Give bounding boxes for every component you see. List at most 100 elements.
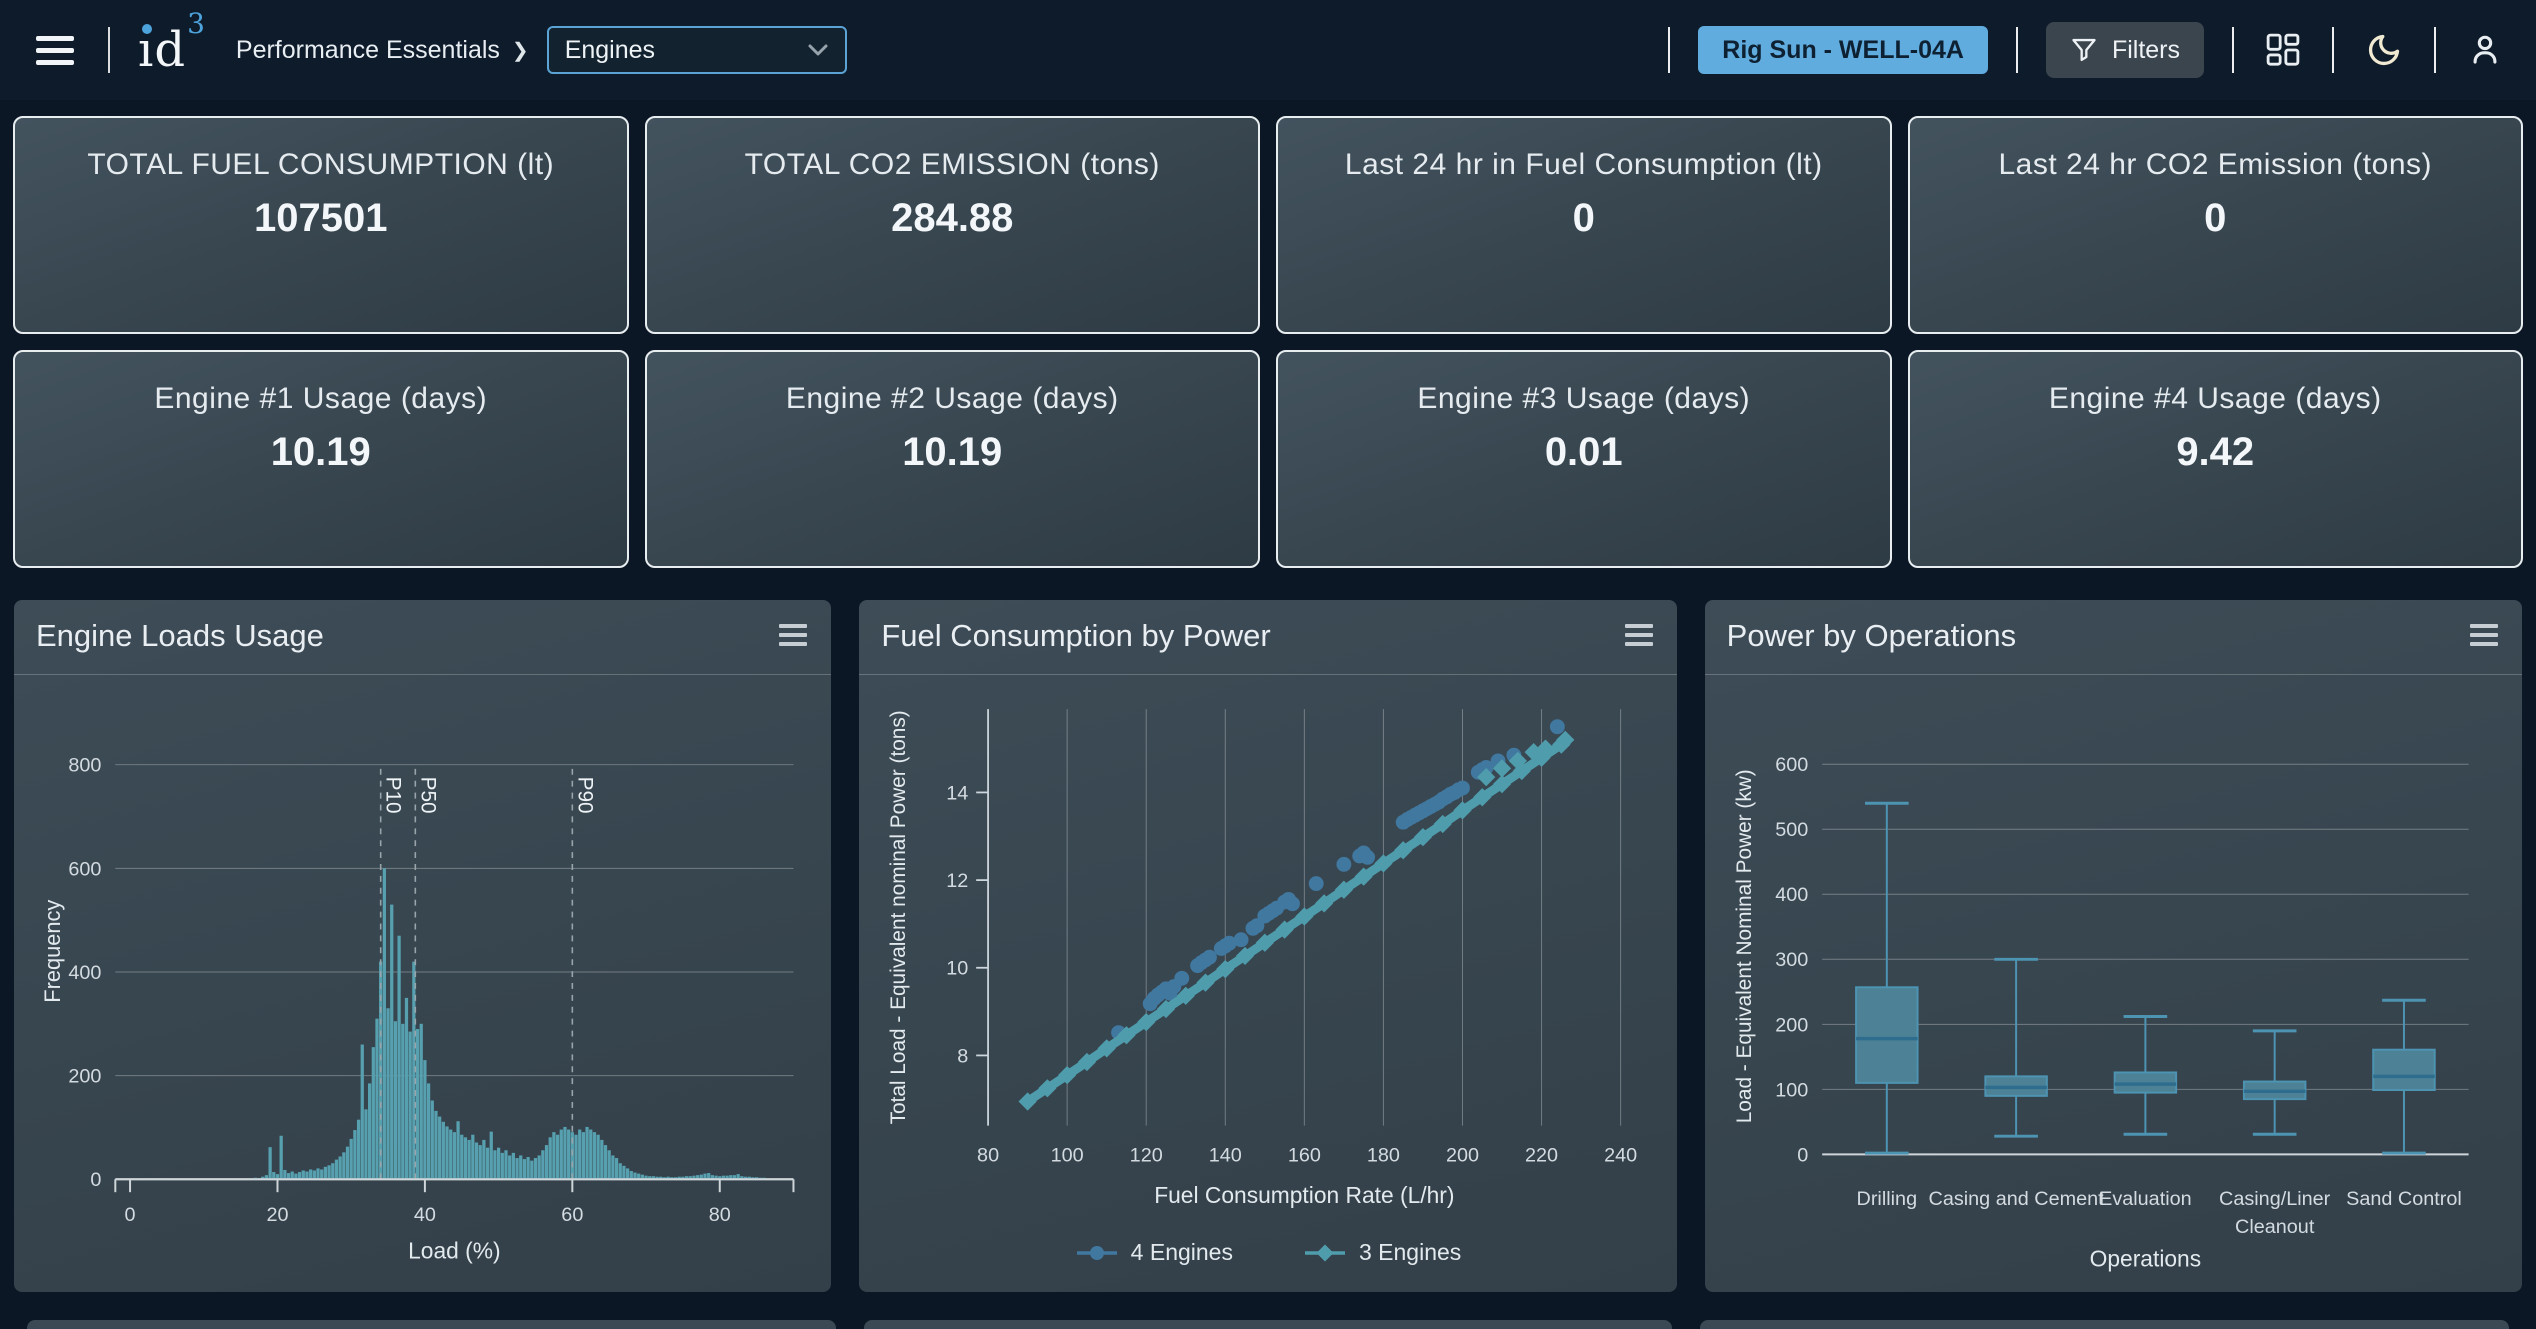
next-card-top-edge <box>863 1320 1673 1329</box>
kpi-label: Engine #4 Usage (days) <box>2048 382 2382 415</box>
chart-menu-icon[interactable] <box>2468 618 2500 652</box>
kpi-card-total-fuel: TOTAL FUEL CONSUMPTION (lt) 107501 <box>13 116 629 334</box>
svg-text:100: 100 <box>1775 1079 1808 1101</box>
user-icon <box>2473 35 2497 64</box>
kpi-grid: TOTAL FUEL CONSUMPTION (lt) 107501 TOTAL… <box>13 116 2523 568</box>
app-logo[interactable]: ıd3 <box>138 10 210 75</box>
svg-text:Evaluation: Evaluation <box>2099 1188 2192 1210</box>
dark-mode-button[interactable] <box>2362 28 2406 72</box>
legend-label: 3 Engines <box>1358 1239 1462 1265</box>
chevron-right-icon: ❯ <box>511 39 529 62</box>
chart-menu-icon[interactable] <box>777 618 809 652</box>
svg-text:300: 300 <box>1775 949 1808 971</box>
svg-text:40: 40 <box>414 1204 436 1226</box>
svg-text:600: 600 <box>68 858 101 880</box>
divider <box>859 674 1677 675</box>
section-select-value: Engines <box>564 35 656 64</box>
svg-text:Load - Equivalent Nominal Powe: Load - Equivalent Nominal Power (kw) <box>1732 769 1755 1123</box>
dashboard-grid-icon <box>2266 33 2300 66</box>
dashboard-apps-button[interactable] <box>2262 29 2304 71</box>
top-navbar: ıd3 Performance Essentials ❯ Engines Rig… <box>0 0 2536 100</box>
kpi-card-engine1-usage: Engine #1 Usage (days) 10.19 <box>13 350 629 568</box>
logo-sup: 3 <box>187 7 205 40</box>
svg-text:Drilling: Drilling <box>1856 1188 1917 1210</box>
filters-button[interactable]: Filters <box>2045 22 2204 78</box>
svg-text:120: 120 <box>1130 1144 1163 1166</box>
svg-text:14: 14 <box>947 782 969 804</box>
nav-divider <box>2332 27 2334 73</box>
svg-text:0: 0 <box>1797 1144 1808 1166</box>
svg-text:80: 80 <box>977 1144 999 1166</box>
svg-text:0: 0 <box>90 1169 101 1191</box>
filter-funnel-icon <box>2072 38 2096 62</box>
chart-title: Power by Operations <box>1726 618 2017 653</box>
kpi-label: Engine #3 Usage (days) <box>1417 382 1751 415</box>
power-operations-boxplot: 0 100 200 300 400 500 600 Drilling Casing and Ce… <box>1732 754 2469 1272</box>
kpi-value: 0.01 <box>1544 430 1623 474</box>
chart-card-power-by-operations: Power by Operations 0 100 200 300 400 500 600 D… <box>1704 600 2522 1292</box>
svg-text:140: 140 <box>1209 1144 1242 1166</box>
svg-text:Casing and Cement: Casing and Cement <box>1928 1188 2104 1210</box>
svg-text:60: 60 <box>561 1204 583 1226</box>
svg-text:400: 400 <box>68 962 101 984</box>
kpi-card-last24-fuel: Last 24 hr in Fuel Consumption (lt) 0 <box>1276 116 1892 334</box>
section-select[interactable]: Engines <box>546 26 847 74</box>
nav-divider <box>2434 27 2436 73</box>
svg-text:Frequency: Frequency <box>40 900 65 1003</box>
rig-well-button[interactable]: Rig Sun - WELL-04A <box>1698 26 1988 74</box>
svg-text:600: 600 <box>1775 754 1808 776</box>
kpi-label: Last 24 hr CO2 Emission (tons) <box>1998 148 2432 181</box>
svg-text:0: 0 <box>125 1204 136 1226</box>
kpi-value: 0 <box>2204 196 2227 240</box>
svg-text:800: 800 <box>68 755 101 777</box>
user-profile-button[interactable] <box>2464 29 2506 71</box>
kpi-label: Engine #1 Usage (days) <box>154 382 488 415</box>
kpi-value: 0 <box>1572 196 1595 240</box>
dashboard-main: TOTAL FUEL CONSUMPTION (lt) 107501 TOTAL… <box>0 100 2536 1329</box>
fuel-consumption-scatter: 80 100 120 140 160 180 200 220 240 8 10 12 14 Fuel Co… <box>887 709 1637 1208</box>
kpi-card-total-co2: TOTAL CO2 EMISSION (tons) 284.88 <box>644 116 1260 334</box>
kpi-value: 9.42 <box>2176 430 2255 474</box>
svg-text:80: 80 <box>709 1204 731 1226</box>
kpi-card-engine4-usage: Engine #4 Usage (days) 9.42 <box>1907 350 2523 568</box>
next-card-top-edge <box>27 1320 836 1329</box>
circle-legend-marker <box>1076 1245 1117 1260</box>
divider <box>1704 674 2522 675</box>
divider <box>14 674 832 675</box>
svg-text:Casing/Liner: Casing/Liner <box>2219 1188 2331 1210</box>
nav-divider <box>2015 27 2018 73</box>
kpi-label: Engine #2 Usage (days) <box>785 382 1119 415</box>
legend-label: 4 Engines <box>1130 1239 1233 1265</box>
svg-text:Cleanout: Cleanout <box>2235 1216 2315 1238</box>
kpi-label: Last 24 hr in Fuel Consumption (lt) <box>1344 148 1823 181</box>
svg-text:P50: P50 <box>416 777 439 814</box>
kpi-card-engine2-usage: Engine #2 Usage (days) 10.19 <box>644 350 1260 568</box>
legend-item[interactable]: 4 Engines <box>1075 1239 1233 1266</box>
svg-text:Operations: Operations <box>2089 1246 2201 1272</box>
kpi-value: 107501 <box>254 196 388 240</box>
logo-text: ıd <box>138 22 187 78</box>
next-row-peek <box>13 1320 2523 1329</box>
svg-text:180: 180 <box>1367 1144 1400 1166</box>
svg-text:Total Load - Equivalent nomina: Total Load - Equivalent nominal Power (t… <box>887 710 910 1124</box>
kpi-value: 10.19 <box>902 430 1003 474</box>
svg-text:Sand Control: Sand Control <box>2346 1188 2462 1210</box>
svg-text:500: 500 <box>1775 819 1808 841</box>
chevron-down-icon <box>808 44 828 56</box>
kpi-value: 10.19 <box>270 430 371 474</box>
svg-text:240: 240 <box>1604 1144 1637 1166</box>
svg-text:12: 12 <box>947 870 969 892</box>
legend-item[interactable]: 3 Engines <box>1303 1239 1461 1266</box>
chart-menu-icon[interactable] <box>1623 618 1655 652</box>
charts-row: Engine Loads Usage 0 200 400 600 800 P10 P50 P9… <box>13 600 2523 1292</box>
svg-text:100: 100 <box>1051 1144 1084 1166</box>
chart-card-fuel-by-power: Fuel Consumption by Power 80 100 120 140 160… <box>859 600 1677 1292</box>
svg-text:220: 220 <box>1525 1144 1558 1166</box>
diamond-legend-marker <box>1304 1244 1345 1261</box>
kpi-card-last24-co2: Last 24 hr CO2 Emission (tons) 0 <box>1907 116 2523 334</box>
nav-divider <box>2232 27 2234 73</box>
svg-text:Load (%): Load (%) <box>408 1238 501 1264</box>
svg-text:P10: P10 <box>382 777 405 814</box>
menu-icon[interactable] <box>30 30 80 71</box>
svg-text:20: 20 <box>266 1204 288 1226</box>
